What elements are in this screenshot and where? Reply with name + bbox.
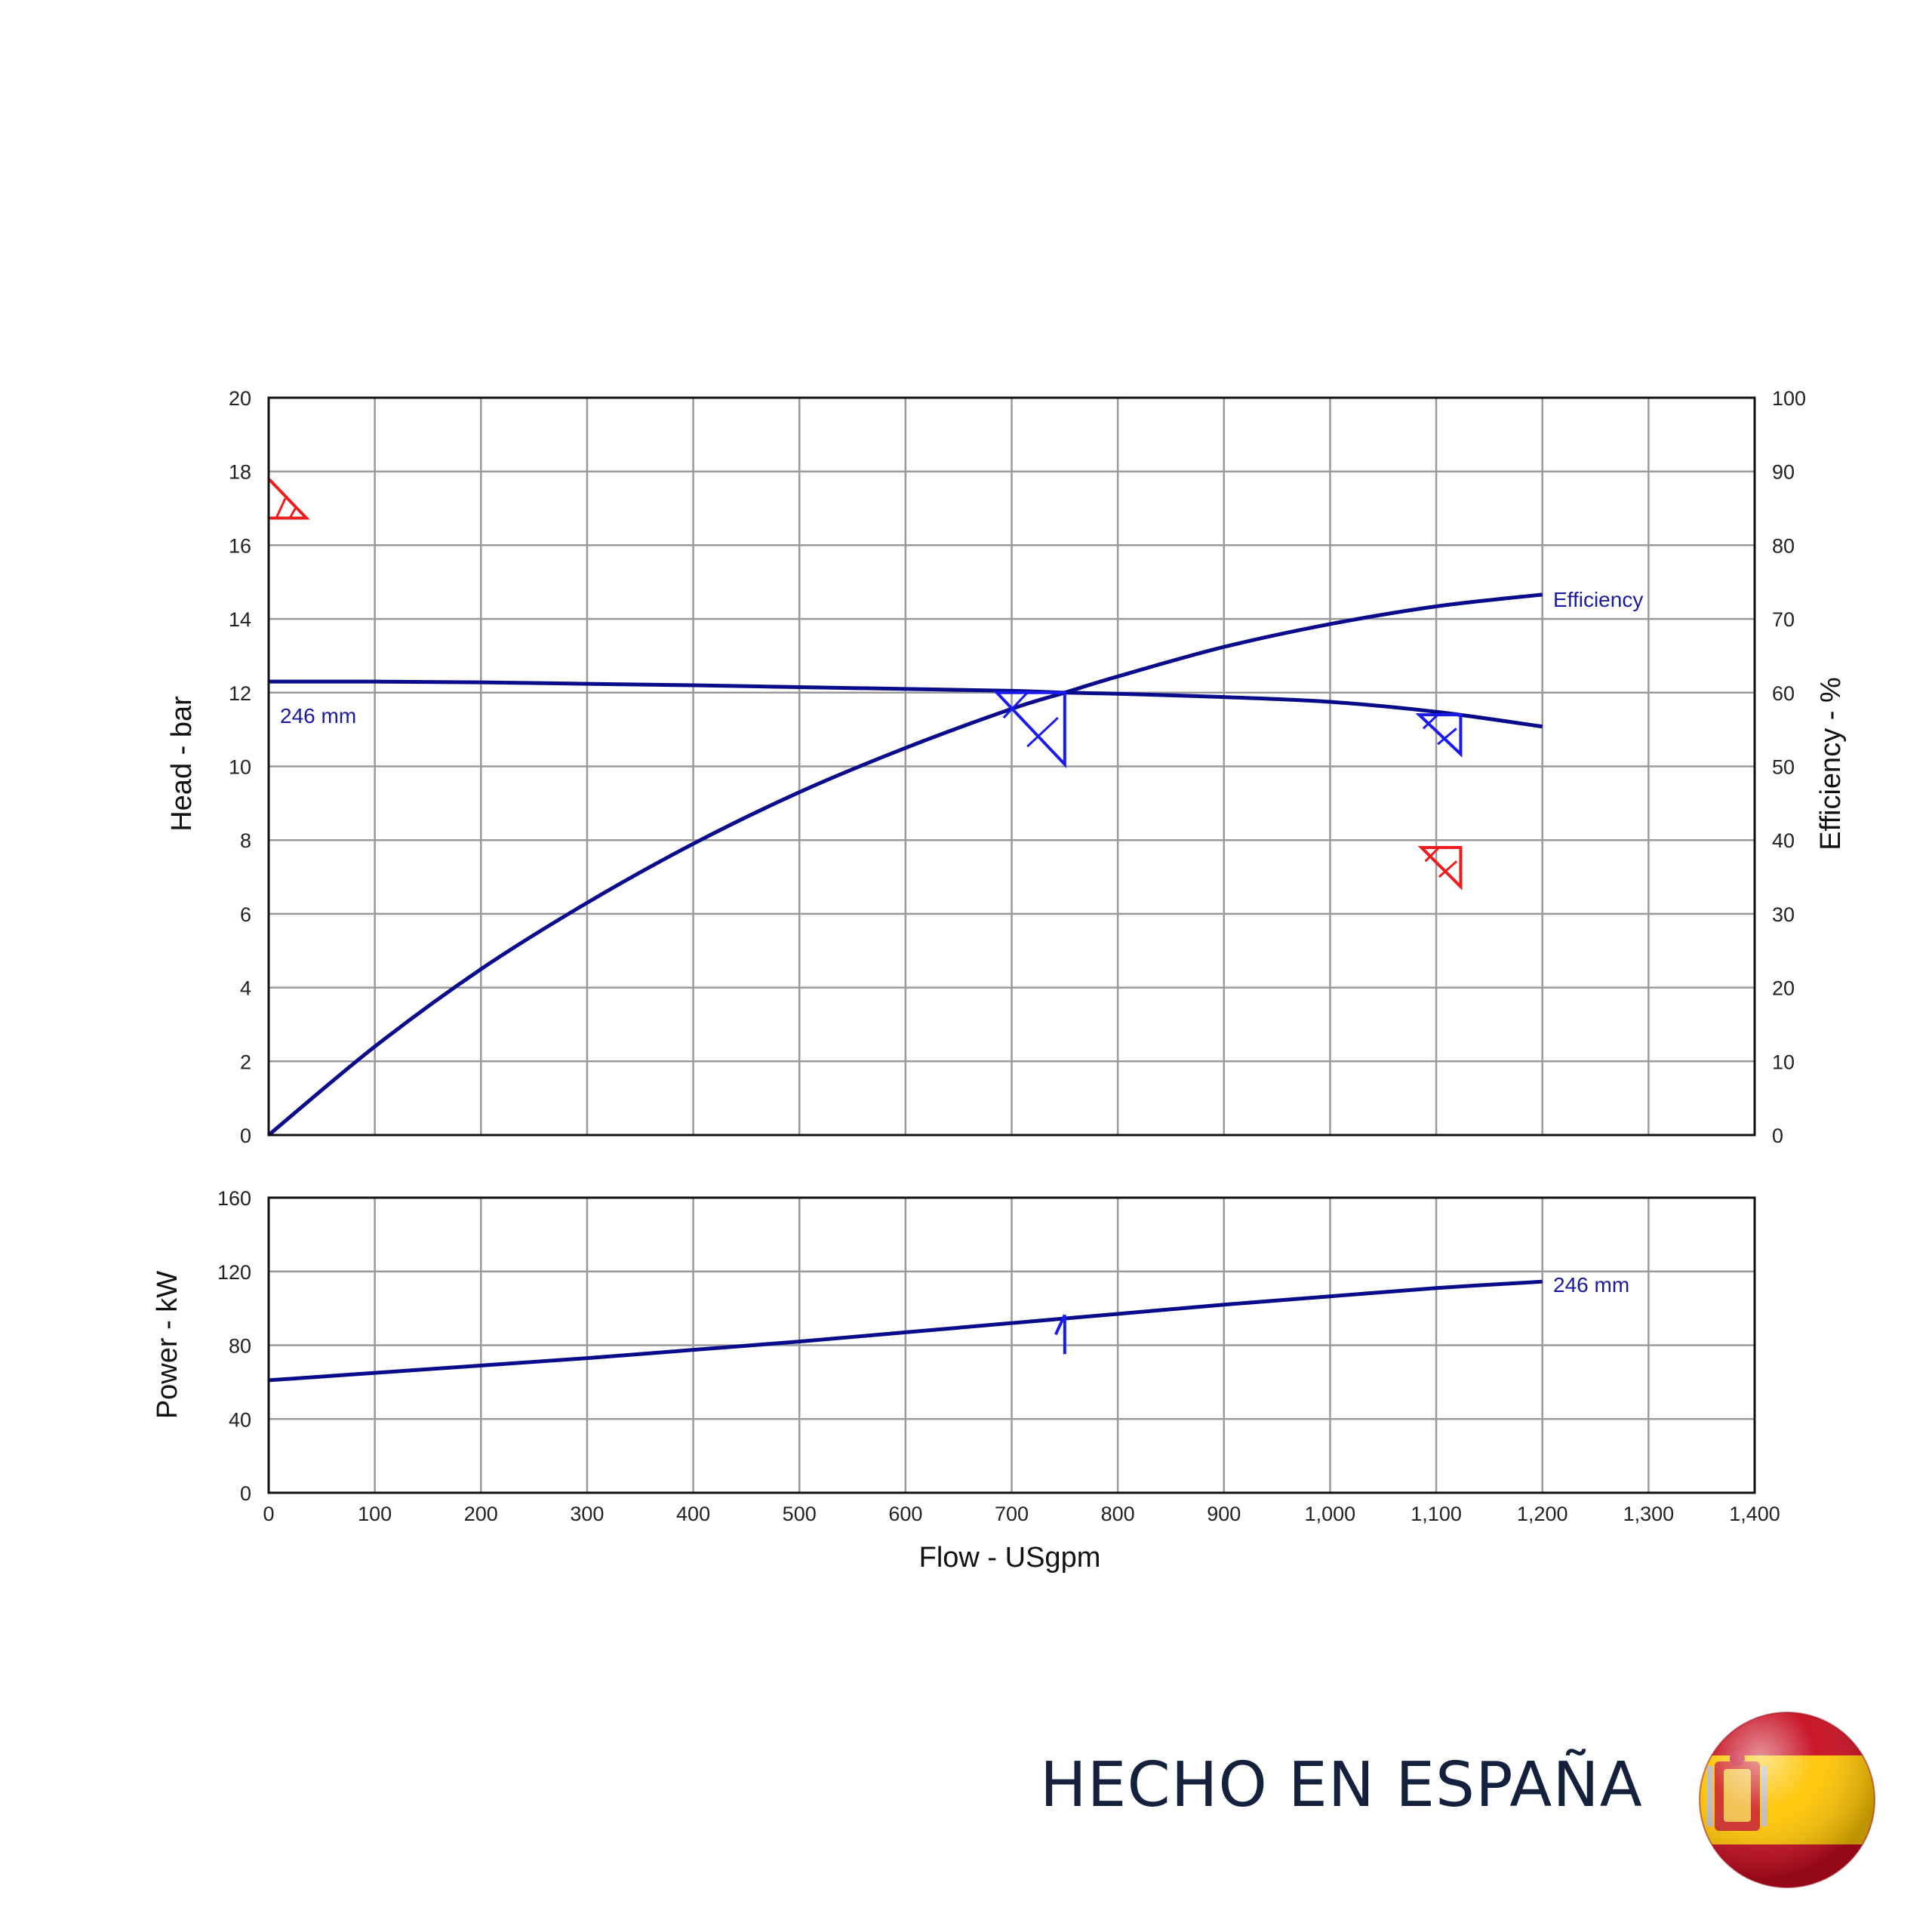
marker-hatch — [288, 506, 297, 519]
head-tick-label: 8 — [240, 829, 251, 852]
efficiency-curve-label: Efficiency — [1553, 588, 1643, 611]
marker-hatch — [1026, 716, 1059, 748]
marker-hatch — [1438, 860, 1458, 878]
efficiency-tick-label: 0 — [1772, 1124, 1783, 1147]
efficiency-axis-title: Efficiency - % — [1815, 677, 1847, 850]
head-curve-246mm — [268, 679, 1543, 729]
head-efficiency-grid — [267, 396, 1756, 1137]
head-axis-title: Head - bar — [166, 696, 198, 832]
x-tick-label: 1,000 — [1305, 1503, 1356, 1525]
blue-marker-bep — [993, 691, 1066, 768]
head-curve-label: 246 mm — [280, 704, 356, 728]
efficiency-tick-label: 10 — [1772, 1051, 1795, 1073]
head-efficiency-frame — [267, 396, 1756, 1137]
x-tick-label: 700 — [995, 1503, 1029, 1525]
power-curve-label: 246 mm — [1553, 1273, 1629, 1297]
efficiency-tick-label: 70 — [1772, 608, 1795, 631]
head-tick-label: 20 — [229, 387, 251, 410]
x-tick-label: 500 — [783, 1503, 817, 1525]
head-tick-label: 16 — [229, 534, 251, 557]
power-curve-246mm — [268, 1279, 1543, 1383]
efficiency-tick-label: 30 — [1772, 903, 1795, 926]
red-marker-shutoff — [267, 478, 310, 520]
blue-marker-runout — [1415, 713, 1463, 758]
x-tick-label: 900 — [1207, 1503, 1241, 1525]
efficiency-tick-label: 60 — [1772, 682, 1795, 705]
x-tick-label: 1,100 — [1411, 1503, 1462, 1525]
power-tick-label: 80 — [229, 1335, 251, 1358]
marker-outline — [1415, 713, 1463, 758]
x-tick-label: 1,200 — [1517, 1503, 1568, 1525]
head-tick-label: 14 — [229, 608, 251, 631]
x-tick-label: 1,400 — [1729, 1503, 1780, 1525]
marker-outline — [993, 691, 1066, 768]
head-tick-label: 12 — [229, 682, 251, 705]
efficiency-tick-label: 40 — [1772, 829, 1795, 852]
red-marker-runout — [1417, 845, 1463, 891]
x-tick-label: 300 — [570, 1503, 604, 1525]
efficiency-tick-label: 50 — [1772, 756, 1795, 779]
head-tick-label: 4 — [240, 977, 251, 1000]
markers — [267, 478, 1463, 1355]
spain-flag-sphere-icon — [1699, 1712, 1875, 1888]
efficiency-tick-label: 100 — [1772, 387, 1806, 410]
power-tick-label: 160 — [217, 1187, 251, 1210]
made-in-spain-text: HECHO EN ESPAÑA — [1040, 1749, 1643, 1821]
power-axis-title: Power - kW — [152, 1271, 183, 1419]
x-tick-label: 400 — [676, 1503, 710, 1525]
efficiency-tick-label: 20 — [1772, 977, 1795, 1000]
power-tick-label: 40 — [229, 1408, 251, 1431]
x-tick-label: 800 — [1101, 1503, 1135, 1525]
marker-head — [1054, 1314, 1066, 1336]
marker-hatch — [1437, 728, 1457, 746]
blue-marker-power — [1054, 1314, 1066, 1355]
curves — [267, 592, 1543, 1383]
head-tick-label: 10 — [229, 756, 251, 779]
tick-labels: 0 100 200 300 400 500 600 700 800 900 1,000 1,100 1,… — [217, 387, 1806, 1525]
marker-hatch — [1424, 846, 1440, 863]
power-grid — [267, 1196, 1756, 1494]
marker-hatch — [1422, 714, 1439, 730]
x-tick-label: 0 — [263, 1503, 274, 1525]
power-tick-label: 120 — [217, 1261, 251, 1284]
x-tick-label: 600 — [888, 1503, 922, 1525]
head-tick-label: 0 — [240, 1124, 251, 1147]
x-axis-title: Flow - USgpm — [919, 1542, 1101, 1574]
efficiency-tick-label: 80 — [1772, 534, 1795, 557]
efficiency-tick-label: 90 — [1772, 461, 1795, 484]
head-tick-label: 2 — [240, 1051, 251, 1073]
head-tick-label: 18 — [229, 461, 251, 484]
power-tick-label: 0 — [240, 1482, 251, 1505]
marker-hatch — [275, 497, 287, 519]
x-tick-label: 1,300 — [1623, 1503, 1675, 1525]
efficiency-curve — [267, 592, 1543, 1137]
marker-hatch — [1002, 691, 1029, 719]
x-tick-label: 100 — [358, 1503, 392, 1525]
head-tick-label: 6 — [240, 903, 251, 926]
x-tick-label: 200 — [464, 1503, 498, 1525]
marker-outline — [267, 478, 310, 520]
power-frame — [267, 1196, 1756, 1494]
marker-outline — [1417, 845, 1463, 891]
